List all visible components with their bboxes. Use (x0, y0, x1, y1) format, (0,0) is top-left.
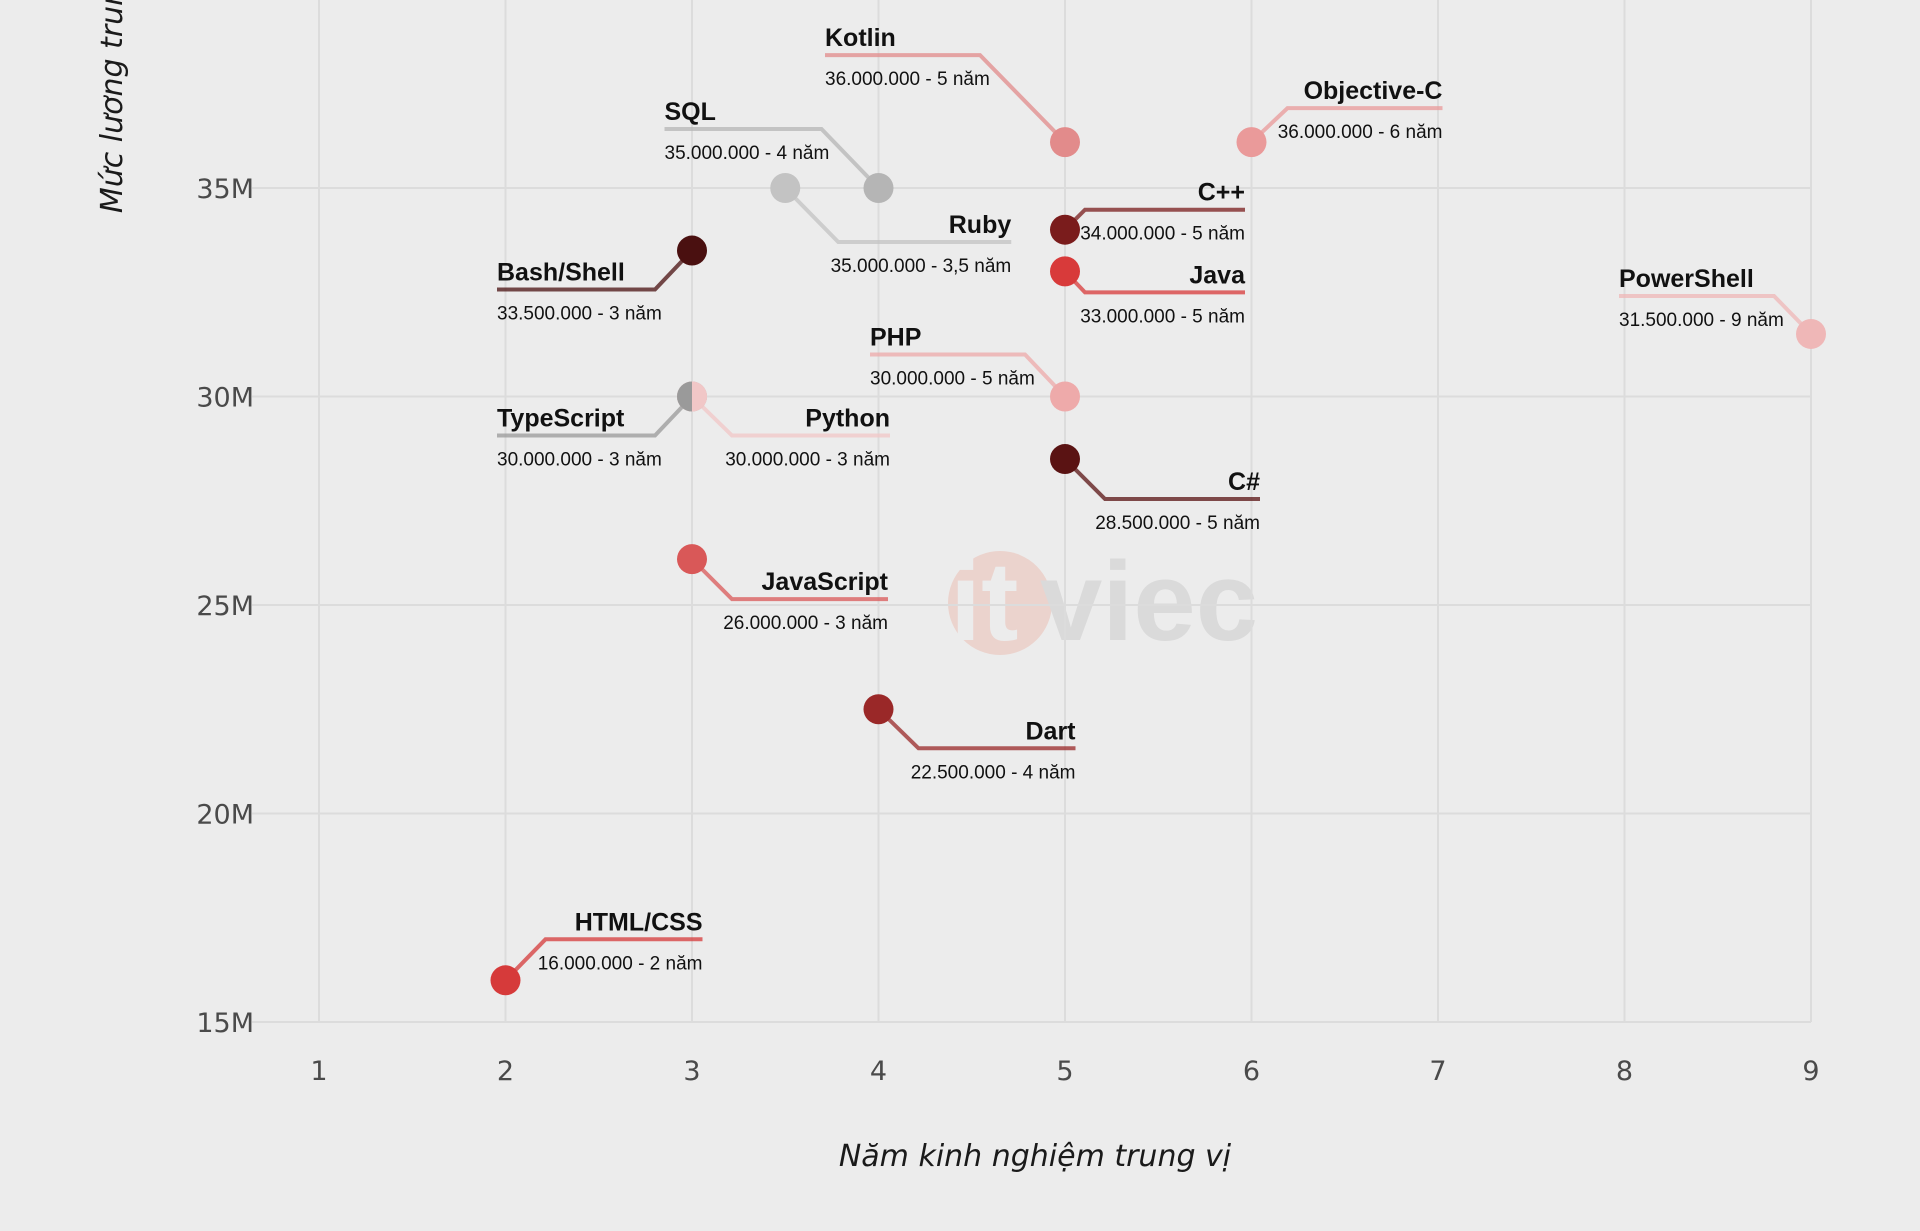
point-value-label: 30.000.000 - 3 năm (497, 450, 662, 471)
watermark-circle (948, 551, 1052, 655)
point-label: Dart (1025, 717, 1076, 745)
leader-line (870, 352, 1067, 398)
point-value-label: 35.000.000 - 3,5 năm (831, 256, 1012, 277)
x-axis-title: Năm kinh nghiệm trung vị (839, 1139, 1232, 1174)
leader-line (664, 127, 880, 190)
data-point (1050, 127, 1080, 158)
x-tick-label: 9 (1802, 1056, 1819, 1087)
point-value-label: 30.000.000 - 3 năm (725, 450, 890, 471)
point-label: Java (1189, 261, 1246, 289)
data-point (770, 173, 801, 203)
data-point-half (677, 381, 692, 412)
leader-line (1619, 293, 1813, 336)
x-tick-label: 4 (870, 1056, 887, 1087)
x-tick-label: 8 (1616, 1056, 1633, 1087)
data-point (490, 965, 521, 996)
point-value-label: 35.000.000 - 4 năm (665, 143, 830, 164)
leader-line (783, 186, 1012, 244)
point-label: C++ (1198, 179, 1245, 207)
point-value-label: 22.500.000 - 4 năm (911, 762, 1076, 783)
point-value-label: 36.000.000 - 5 năm (825, 69, 990, 90)
x-tick-label: 7 (1429, 1056, 1446, 1087)
watermark-viec: viec (1040, 539, 1258, 664)
point-label: Kotlin (825, 24, 896, 52)
leader-line (1250, 106, 1443, 144)
gridlines (252, 0, 1812, 1023)
point-label: PHP (870, 324, 921, 352)
leader-line (497, 249, 694, 292)
point-label: JavaScript (762, 568, 889, 596)
x-tick-label: 6 (1243, 1056, 1260, 1087)
point-label: HTML/CSS (575, 908, 703, 936)
point-label: Bash/Shell (497, 259, 625, 287)
point-value-label: 34.000.000 - 5 năm (1080, 224, 1245, 245)
y-axis-title: Mức lương trun (95, 0, 130, 213)
point-value-label: 16.000.000 - 2 năm (538, 953, 703, 974)
watermark-it: it (950, 539, 1018, 664)
y-tick-label: 15M (196, 1008, 254, 1039)
leader-line (825, 53, 1067, 144)
data-point (1236, 127, 1267, 158)
point-value-label: 26.000.000 - 3 năm (723, 613, 888, 634)
point-label: Ruby (949, 211, 1012, 239)
point-labels: Kotlin 36.000.000 - 5 năm Objective-C 36.00… (497, 24, 1784, 974)
point-value-label: 28.500.000 - 5 năm (1095, 513, 1260, 534)
data-point (863, 694, 894, 725)
x-tick-label: 3 (683, 1056, 700, 1087)
point-label: SQL (665, 98, 716, 126)
point-value-label: 36.000.000 - 6 năm (1278, 122, 1443, 143)
leader-lines (497, 53, 1813, 982)
data-point (1796, 318, 1826, 349)
data-point (677, 235, 707, 266)
point-value-label: 31.500.000 - 9 năm (1619, 310, 1784, 331)
y-tick-label: 25M (196, 591, 254, 622)
x-tick-label: 2 (497, 1056, 514, 1087)
x-tick-label: 5 (1056, 1056, 1073, 1087)
y-tick-label: 35M (196, 174, 254, 205)
point-label: PowerShell (1619, 265, 1754, 293)
y-tick-label: 20M (196, 800, 254, 831)
point-label: Python (805, 405, 890, 433)
point-value-label: 33.500.000 - 3 năm (497, 304, 662, 325)
leader-line (497, 395, 694, 438)
data-point (677, 544, 707, 575)
data-point (863, 173, 894, 203)
leader-line (690, 395, 890, 438)
y-tick-label: 30M (196, 383, 254, 414)
point-label: C# (1228, 468, 1260, 496)
data-point (1050, 214, 1080, 245)
itviec-watermark: it viec (948, 539, 1258, 664)
data-point (1050, 256, 1080, 287)
axis-ticks: 1 2 3 4 5 6 7 8 9 15M 20M 25M 30M 35M (196, 174, 1819, 1087)
point-label: Objective-C (1304, 77, 1443, 105)
data-point (1050, 381, 1080, 412)
leader-line (690, 557, 888, 602)
data-point-half (692, 381, 707, 412)
point-value-label: 33.000.000 - 5 năm (1080, 306, 1245, 327)
data-point (1050, 444, 1080, 475)
point-label: TypeScript (497, 405, 625, 433)
leader-line (877, 707, 1076, 751)
leader-line (504, 937, 703, 982)
data-points (490, 127, 1826, 996)
x-tick-label: 1 (310, 1056, 327, 1087)
point-value-label: 30.000.000 - 5 năm (870, 369, 1035, 390)
leader-line (1063, 457, 1260, 502)
